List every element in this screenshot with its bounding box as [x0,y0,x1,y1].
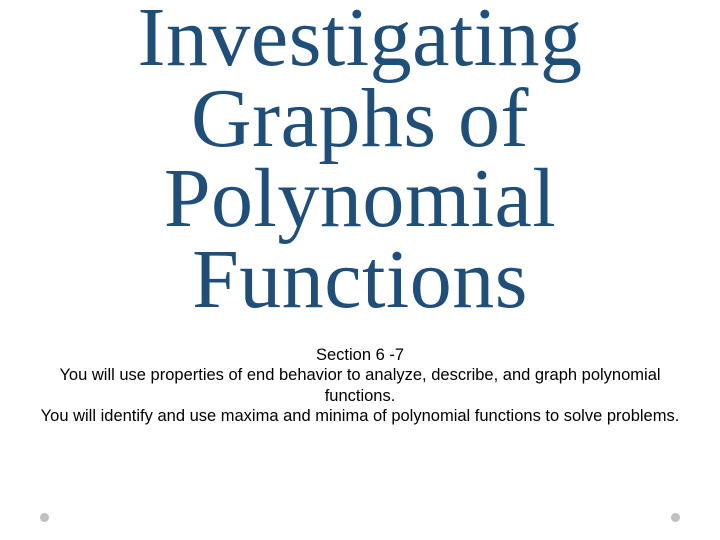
slide-title: Investigating Graphs of Polynomial Funct… [137,0,582,321]
title-line-3: Polynomial [164,152,556,245]
decorative-dot-right [671,513,680,522]
decorative-dot-left [40,513,49,522]
objective-1: You will use properties of end behavior … [30,365,690,406]
subtitle-block: Section 6 -7 You will use properties of … [0,345,720,428]
objective-2: You will identify and use maxima and min… [30,406,690,427]
section-label: Section 6 -7 [30,345,690,366]
title-line-2: Graphs of [191,72,529,165]
slide-container: Investigating Graphs of Polynomial Funct… [0,0,720,540]
title-line-4: Functions [192,233,528,326]
